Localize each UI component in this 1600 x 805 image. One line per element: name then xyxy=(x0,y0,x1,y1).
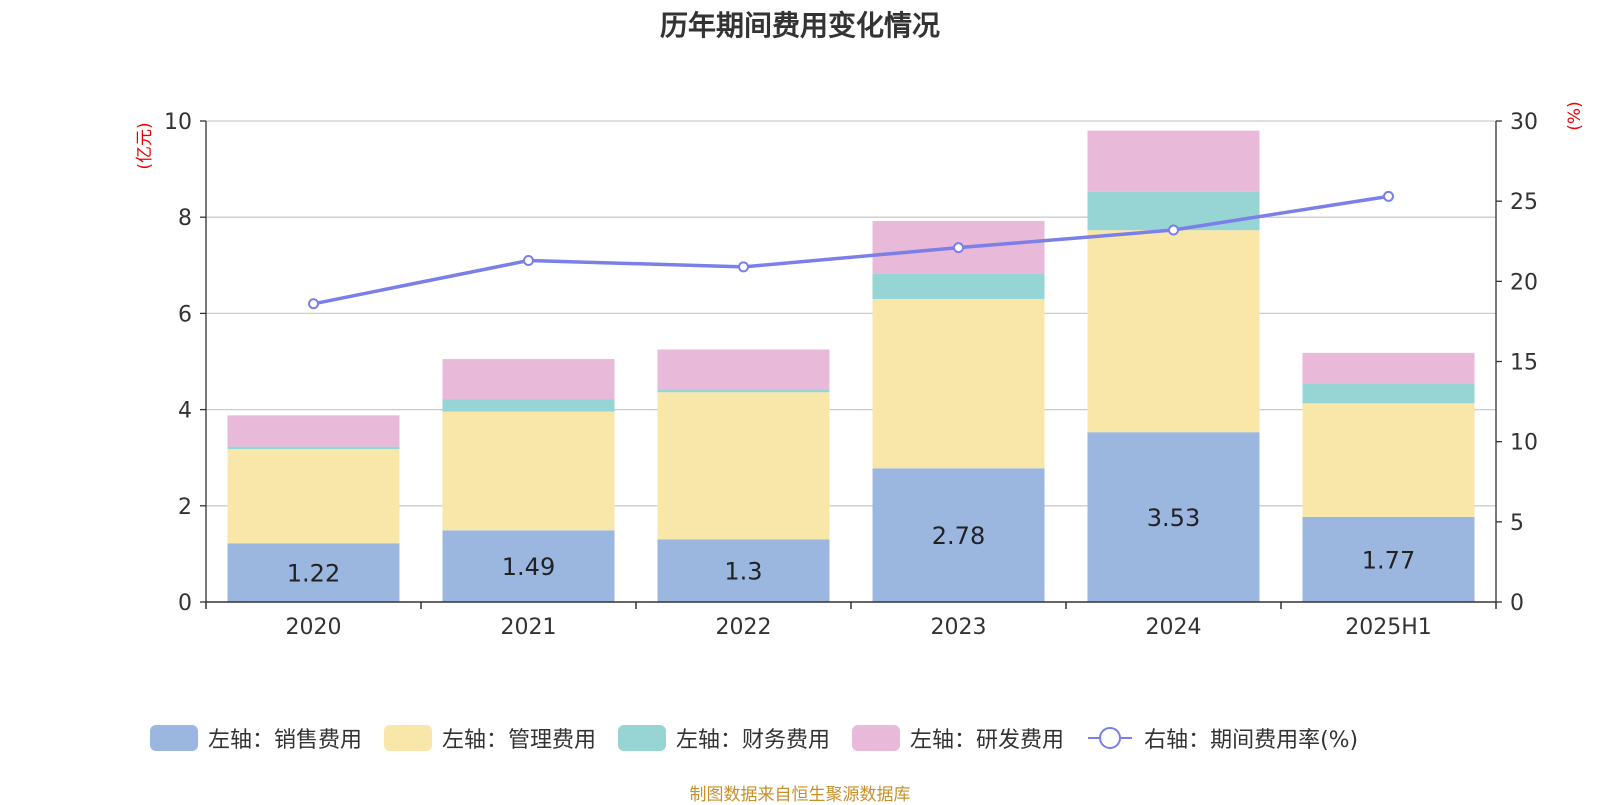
y-left-tick-label: 2 xyxy=(178,495,192,520)
bar-layer xyxy=(227,130,1475,602)
x-tick-label: 2023 xyxy=(931,615,987,640)
legend-swatch-rate-line xyxy=(1088,727,1133,749)
legend-label-finance: 左轴：财务费用 xyxy=(676,728,831,753)
rate-point-2020 xyxy=(308,298,319,310)
bar-sales-2025H1 xyxy=(1302,516,1475,602)
y-left-tick-label: 4 xyxy=(178,399,192,424)
bar-sales-2021 xyxy=(442,530,615,602)
bar-sales-2024 xyxy=(1087,432,1260,602)
bar-finance-2025H1 xyxy=(1302,383,1475,404)
rate-line-layer xyxy=(308,190,1394,310)
bar-label-layer: 1.22 1.49 1.3 2.78 3.53 1.77 xyxy=(287,504,1415,588)
bar-finance-2021 xyxy=(442,399,615,412)
rate-point-2025H1 xyxy=(1383,190,1394,202)
bar-value-label: 1.49 xyxy=(502,553,555,581)
legend-item-sales[interactable]: 左轴：销售费用 xyxy=(150,722,362,754)
bar-rd-2020 xyxy=(227,415,400,447)
bar-value-label: 3.53 xyxy=(1147,504,1200,532)
x-tick-label: 2020 xyxy=(286,615,342,640)
source-note: 制图数据来自恒生聚源数据库 xyxy=(689,785,911,805)
bar-admin-2024 xyxy=(1087,230,1260,433)
y-right-tick-label: 30 xyxy=(1510,110,1538,135)
bar-rd-2025H1 xyxy=(1302,352,1475,384)
legend: 左轴：销售费用 左轴：管理费用 左轴：财务费用 左轴：研发费用 右轴：期间费用率… xyxy=(150,722,1380,754)
bar-sales-2023 xyxy=(872,468,1045,602)
y-right-tick-label: 10 xyxy=(1510,431,1538,456)
x-tick-label: 2022 xyxy=(716,615,772,640)
legend-label-rd: 左轴：研发费用 xyxy=(910,728,1065,753)
bar-finance-2020 xyxy=(227,446,400,450)
bar-finance-2024 xyxy=(1087,191,1260,231)
y-left-unit-label: (亿元) xyxy=(135,122,155,169)
legend-swatch-sales xyxy=(150,725,198,751)
legend-item-admin[interactable]: 左轴：管理费用 xyxy=(384,722,596,754)
rate-point-2021 xyxy=(523,254,534,266)
legend-label-admin: 左轴：管理费用 xyxy=(442,728,597,753)
legend-item-rate[interactable]: 右轴：期间费用率(%) xyxy=(1086,722,1358,754)
bar-admin-2021 xyxy=(442,411,615,531)
legend-swatch-finance xyxy=(618,725,667,751)
y-right-unit-label: (%) xyxy=(1565,101,1585,130)
bar-rd-2021 xyxy=(442,359,615,400)
bar-rd-2022 xyxy=(657,349,830,390)
x-tick-label: 2025H1 xyxy=(1345,615,1432,640)
rate-line xyxy=(313,194,1389,306)
grid-lines xyxy=(206,120,1496,507)
y-right-tick-label: 20 xyxy=(1510,270,1538,295)
rate-point-2024 xyxy=(1168,224,1179,236)
y-right-tick-label: 5 xyxy=(1510,511,1524,536)
bar-admin-2020 xyxy=(227,449,400,544)
rate-point-2022 xyxy=(738,261,749,273)
bar-value-label: 1.77 xyxy=(1362,546,1415,574)
rate-point-2023 xyxy=(953,242,964,254)
y-right-tick-label: 15 xyxy=(1510,351,1538,376)
bar-rd-2024 xyxy=(1087,130,1260,192)
y-left-tick-label: 0 xyxy=(178,591,192,616)
bar-admin-2023 xyxy=(872,298,1045,469)
bar-finance-2023 xyxy=(872,273,1045,299)
legend-item-finance[interactable]: 左轴：财务费用 xyxy=(618,722,830,754)
y-left-tick-label: 10 xyxy=(164,110,192,135)
legend-label-rate: 右轴：期间费用率(%) xyxy=(1144,728,1359,753)
bar-value-label: 2.78 xyxy=(932,522,985,550)
x-tick-label: 2021 xyxy=(501,615,557,640)
legend-swatch-rd xyxy=(852,725,901,751)
chart-title: 历年期间费用变化情况 xyxy=(659,9,940,42)
legend-label-sales: 左轴：销售费用 xyxy=(208,728,363,753)
bar-value-label: 1.22 xyxy=(287,560,340,588)
bar-admin-2025H1 xyxy=(1302,403,1475,517)
bar-sales-2020 xyxy=(227,543,400,602)
axes: 0 2 4 6 8 10 0 5 10 15 20 25 30 2020 2021 2022 2023 2024 2… xyxy=(135,101,1585,640)
x-tick-label: 2024 xyxy=(1146,615,1202,640)
y-left-tick-label: 6 xyxy=(178,302,192,327)
y-right-tick-label: 25 xyxy=(1510,190,1538,215)
bar-finance-2022 xyxy=(657,389,830,393)
y-right-tick-label: 0 xyxy=(1510,591,1524,616)
legend-swatch-admin xyxy=(384,725,433,751)
legend-item-rd[interactable]: 左轴：研发费用 xyxy=(852,722,1064,754)
y-left-tick-label: 8 xyxy=(178,206,192,231)
bar-admin-2022 xyxy=(657,392,830,540)
bar-value-label: 1.3 xyxy=(724,558,762,586)
bar-sales-2022 xyxy=(657,539,830,602)
